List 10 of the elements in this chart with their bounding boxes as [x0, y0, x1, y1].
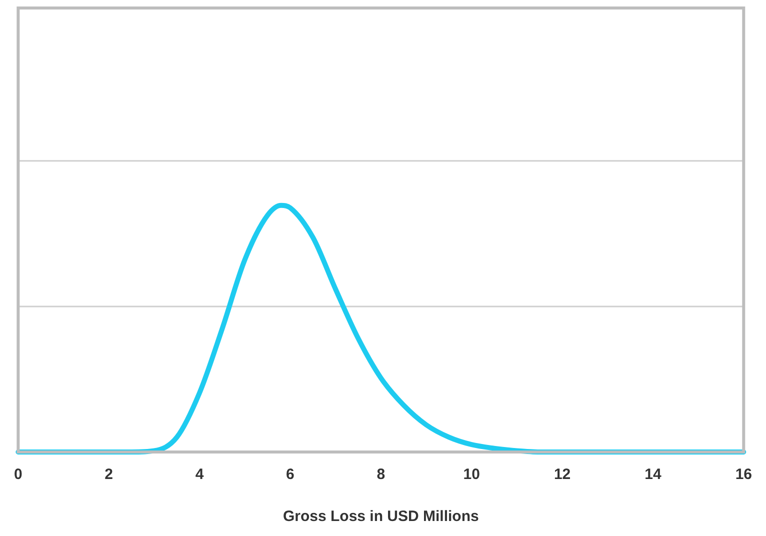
x-tick-label: 4: [195, 466, 204, 484]
x-tick-label: 2: [104, 466, 114, 484]
x-axis-title: Gross Loss in USD Millions: [282, 508, 479, 526]
x-tick-label: 16: [735, 466, 752, 484]
x-tick-label: 6: [286, 466, 294, 484]
x-tick-label: 10: [463, 466, 480, 484]
x-tick-label: 8: [376, 466, 386, 484]
x-tick-label: 14: [644, 466, 662, 484]
x-tick-label: 12: [554, 466, 571, 484]
x-tick-label: 0: [14, 466, 22, 484]
